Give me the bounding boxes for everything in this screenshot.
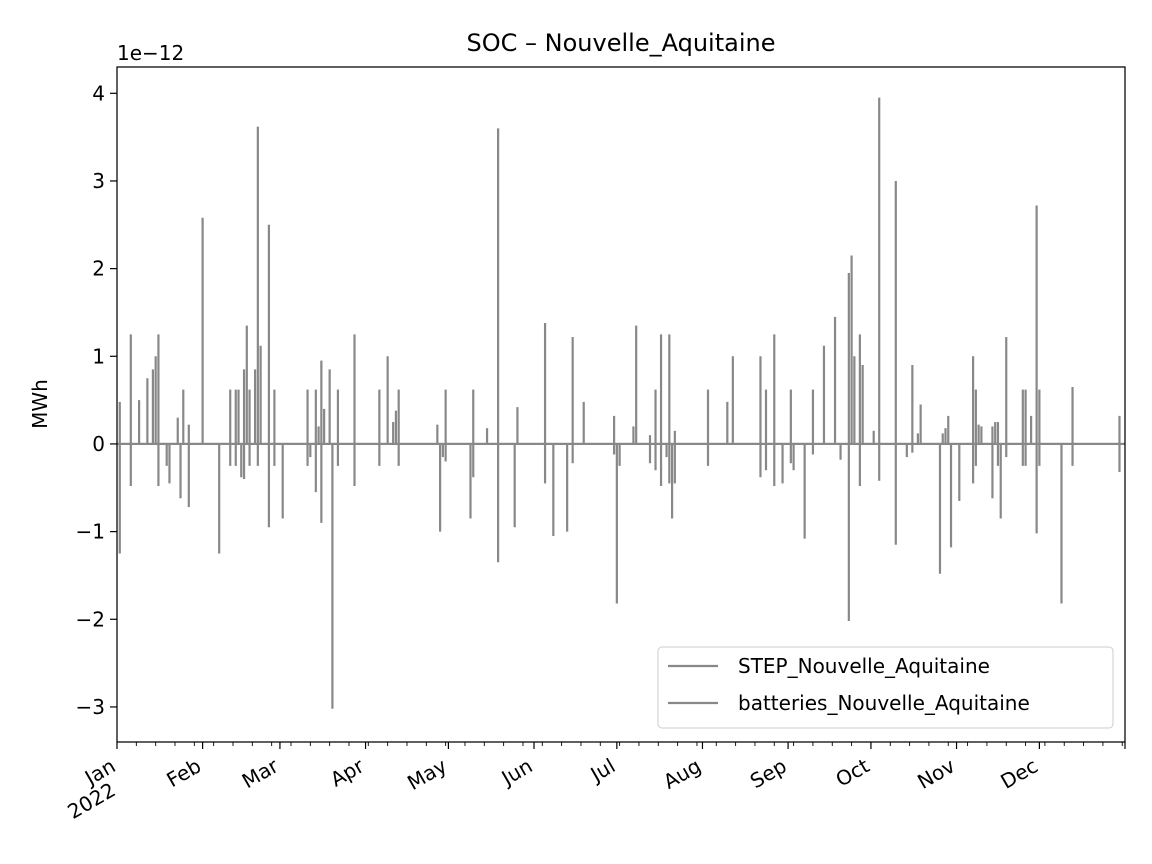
- y-axis-label: MWh: [28, 379, 52, 429]
- x-tick-label: Aug: [659, 754, 705, 794]
- y-tick-label: −1: [76, 520, 105, 544]
- x-tick-label: Dec: [996, 754, 1042, 794]
- y-tick-label: 2: [92, 257, 105, 281]
- y-tick-label: 0: [92, 432, 105, 456]
- y-tick-label: −2: [76, 607, 105, 631]
- y-tick-label: 4: [92, 81, 105, 105]
- y-tick-label: 1: [92, 344, 105, 368]
- x-tick-label: Mar: [238, 753, 283, 793]
- legend-label-batteries: batteries_Nouvelle_Aquitaine: [738, 691, 1030, 715]
- chart-title: SOC – Nouvelle_Aquitaine: [467, 29, 776, 57]
- y-axis: −3 −2 −1 0 1 2 3 4: [76, 81, 117, 719]
- y-offset-label: 1e−12: [117, 41, 184, 65]
- x-tick-label: Feb: [162, 754, 205, 792]
- x-tick-label: Sep: [746, 754, 791, 794]
- legend-frame: [657, 646, 1114, 729]
- legend-label-step: STEP_Nouvelle_Aquitaine: [738, 654, 990, 678]
- plot-marks: [117, 97, 1125, 709]
- y-tick-label: −3: [76, 695, 105, 719]
- y-tick-label: 3: [92, 169, 105, 193]
- x-tick-label: Oct: [831, 753, 873, 791]
- legend: STEP_Nouvelle_Aquitaine batteries_Nouvel…: [657, 646, 1114, 729]
- x-tick-label: Nov: [913, 753, 959, 793]
- axes-frame: [116, 66, 1126, 743]
- x-tick-label: Jun: [496, 754, 537, 791]
- x-tick-label: Jul: [585, 754, 620, 788]
- x-tick-label: May: [403, 753, 451, 795]
- x-tick-label: Apr: [326, 753, 369, 791]
